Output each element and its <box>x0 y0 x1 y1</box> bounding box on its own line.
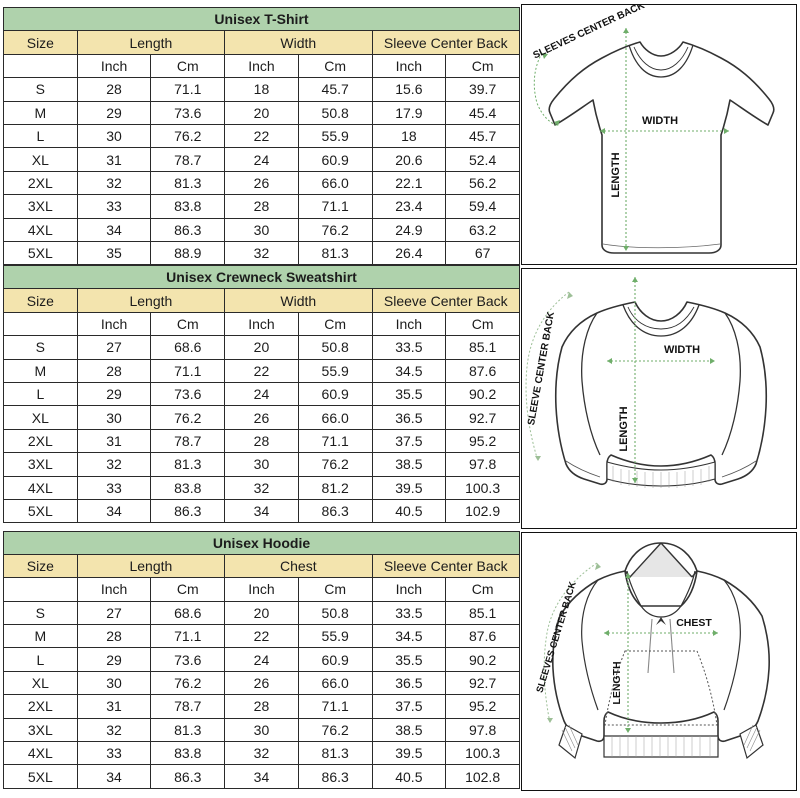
svg-text:LENGTH: LENGTH <box>610 152 622 197</box>
svg-text:LENGTH: LENGTH <box>611 661 623 704</box>
svg-text:CHEST: CHEST <box>676 617 712 629</box>
svg-text:LENGTH: LENGTH <box>618 406 630 451</box>
svg-text:WIDTH: WIDTH <box>642 115 678 127</box>
svg-text:WIDTH: WIDTH <box>664 344 700 356</box>
svg-text:SLEEVE CENTER BACK: SLEEVE CENTER BACK <box>526 310 557 426</box>
